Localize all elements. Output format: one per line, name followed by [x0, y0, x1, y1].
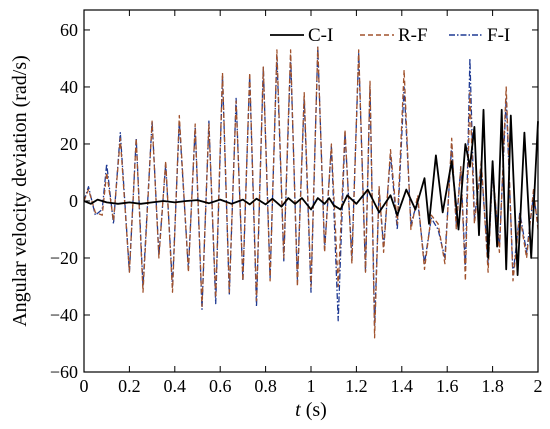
- x-tick-label: 0: [80, 376, 89, 396]
- series-line-r-f: [83, 46, 539, 339]
- x-axis-title: t (s): [295, 399, 327, 421]
- x-tick-label: 1.4: [391, 376, 414, 396]
- legend: C-I R-F F-I: [270, 25, 510, 46]
- x-tick-label: 2: [534, 376, 543, 396]
- y-tick-label: −20: [50, 248, 78, 268]
- y-axis-title: Angular velocity deviation (rad/s): [9, 55, 31, 327]
- x-tick-label: 1.6: [436, 376, 459, 396]
- y-tick-label: 20: [60, 134, 78, 154]
- x-tick-label: 1.8: [481, 376, 504, 396]
- x-tick-label: 1.2: [345, 376, 368, 396]
- x-tick-label: 0.2: [118, 376, 141, 396]
- y-tick-label: 0: [69, 191, 78, 211]
- legend-label-c-i: C-I: [308, 25, 333, 46]
- y-tick-label: 40: [60, 77, 78, 97]
- series-line-c-i: [83, 108, 539, 276]
- y-tick-label: 60: [60, 20, 78, 40]
- x-tick-label: 0.8: [254, 376, 277, 396]
- y-tick-label: −60: [50, 362, 78, 382]
- x-axis-variable: t: [295, 399, 301, 421]
- legend-label-f-i: F-I: [487, 25, 510, 46]
- ticks-layer: 0 0.2 0.4 0.6 0.8 1 1.2 1.4 1.6 1.8 2 −60 −40 −20 0 20 4…: [50, 10, 543, 396]
- y-tick-label: −40: [50, 305, 78, 325]
- x-tick-label: 0.6: [209, 376, 232, 396]
- x-tick-label: 1: [307, 376, 316, 396]
- series-layer: [83, 46, 539, 339]
- legend-label-r-f: R-F: [398, 25, 428, 46]
- x-axis-unit: (s): [301, 399, 327, 421]
- x-tick-label: 0.4: [164, 376, 187, 396]
